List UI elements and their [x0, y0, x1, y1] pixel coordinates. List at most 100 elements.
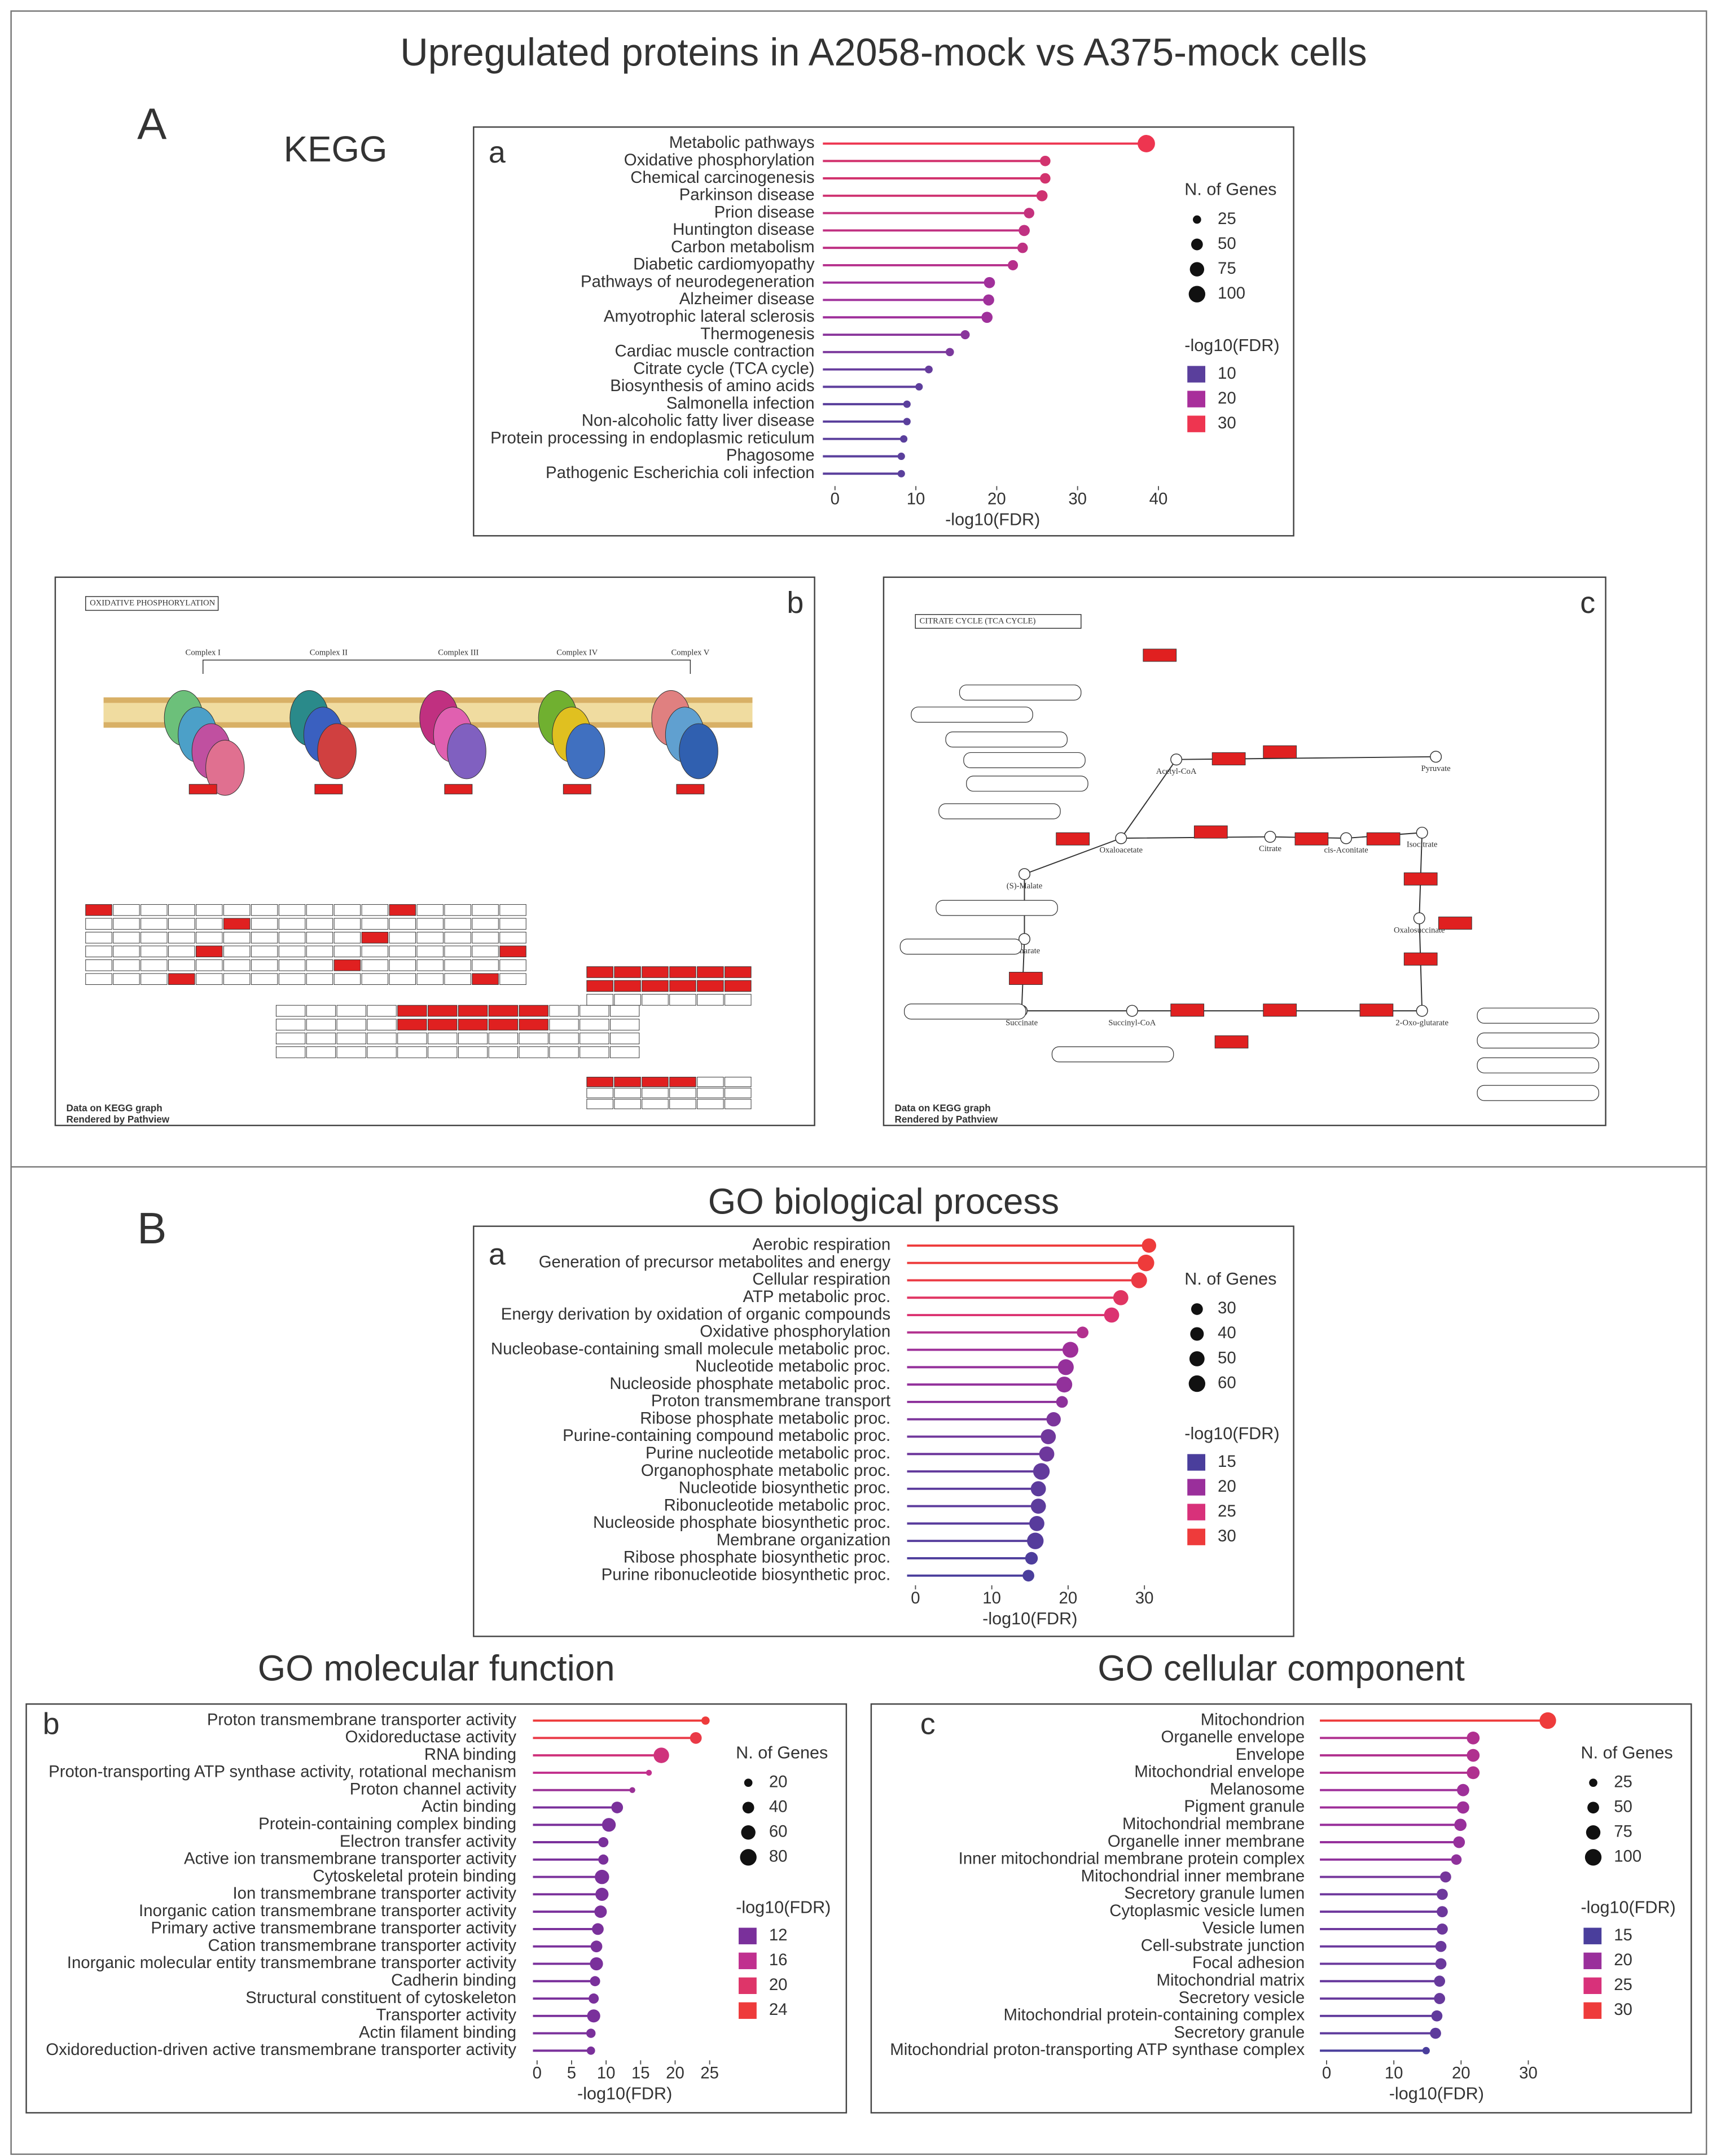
color-legend-swatch: [1583, 1952, 1602, 1969]
enzyme-box: [1214, 1035, 1249, 1049]
lollipop-dot: [983, 294, 994, 306]
lollipop-dot: [1019, 225, 1030, 236]
category-label: Envelope: [1236, 1745, 1305, 1764]
gene-box: [519, 1019, 548, 1031]
gene-box: [168, 973, 195, 985]
lollipop-dot: [1025, 1552, 1038, 1565]
lollipop-dot: [611, 1802, 624, 1813]
lollipop-dot: [981, 312, 993, 323]
gene-box: [85, 918, 112, 930]
size-legend-label: 75: [1218, 259, 1236, 278]
gene-box: [586, 1099, 613, 1110]
category-label: Diabetic cardiomyopathy: [633, 255, 815, 274]
gene-box: [669, 1088, 696, 1098]
size-legend-dot: [1191, 1303, 1203, 1315]
gene-box: [697, 1099, 724, 1110]
gene-box: [361, 932, 389, 944]
enzyme-box: [1056, 832, 1090, 845]
gene-box: [168, 945, 195, 958]
gene-box: [85, 945, 112, 958]
gene-box: [669, 980, 696, 992]
gene-box: [195, 945, 223, 958]
panel-letter: c: [920, 1707, 936, 1741]
gene-box: [361, 945, 389, 958]
gene-box: [113, 918, 140, 930]
gene-box: [113, 904, 140, 916]
lollipop-dot: [1056, 1396, 1068, 1408]
protein-subunit: [317, 723, 357, 779]
size-legend-dot: [1589, 1778, 1597, 1787]
gene-box: [669, 966, 696, 978]
gene-box: [586, 966, 613, 978]
gene-box: [367, 1046, 397, 1058]
gene-box: [251, 973, 278, 985]
category-label: Mitochondrial envelope: [1134, 1763, 1305, 1781]
lollipop-dot: [945, 348, 954, 357]
compound-label: Succinate: [1006, 1018, 1038, 1027]
lollipop-dot: [586, 2047, 595, 2055]
gene-box: [397, 1032, 427, 1045]
x-axis-label: -log10(FDR): [577, 2084, 672, 2104]
gene-box: [488, 1019, 519, 1031]
category-label: Citrate cycle (TCA cycle): [633, 359, 814, 378]
category-label: Cytoskeletal protein binding: [313, 1866, 516, 1885]
category-label: Proton channel activity: [350, 1780, 517, 1798]
size-legend-dot: [1188, 1375, 1206, 1392]
lollipop-dot: [1029, 1515, 1044, 1531]
x-tick-label: 20: [1059, 1589, 1078, 1607]
figure-title: Upregulated proteins in A2058-mock vs A3…: [400, 30, 1367, 74]
category-label: Organophosphate metabolic proc.: [641, 1461, 890, 1480]
gene-box: [141, 973, 168, 985]
gene-box: [499, 904, 526, 916]
color-legend-title: -log10(FDR): [1581, 1898, 1676, 1917]
lollipop-dot: [897, 452, 905, 461]
gene-box: [614, 994, 641, 1006]
gene-box: [428, 1005, 458, 1017]
gene-box: [697, 994, 724, 1006]
map-link-box: [1477, 1057, 1599, 1073]
lollipop-dot: [586, 2028, 596, 2038]
gene-box: [642, 980, 669, 992]
gene-box: [697, 1076, 724, 1088]
gene-box: [223, 932, 251, 944]
size-legend-dot: [744, 1778, 753, 1787]
lollipop-dot: [1046, 1412, 1061, 1427]
gene-box: [113, 932, 140, 944]
lollipop-dot: [1007, 260, 1019, 270]
color-legend-label: 25: [1218, 1502, 1236, 1520]
category-label: Membrane organization: [717, 1531, 890, 1549]
gene-box: [458, 1005, 488, 1017]
gene-box: [614, 966, 641, 978]
gene-box: [725, 966, 752, 978]
map-link-box: [963, 752, 1086, 768]
category-label: Cation transmembrane transporter activit…: [208, 1936, 516, 1955]
complex-label: Complex I: [186, 648, 221, 658]
gene-box: [472, 932, 499, 944]
map-link-box: [911, 707, 1033, 723]
protein-subunit: [205, 739, 245, 796]
color-legend-swatch: [739, 1927, 757, 1944]
compound-node: [1416, 1005, 1428, 1017]
size-legend-dot: [1584, 1849, 1602, 1866]
map-footer: Data on KEGG graph: [66, 1103, 162, 1114]
gene-box: [642, 1076, 669, 1088]
color-legend-swatch: [1187, 1504, 1206, 1520]
gene-box: [444, 932, 471, 944]
gene-box: [488, 1046, 519, 1058]
category-label: Thermogenesis: [700, 325, 814, 343]
gene-box: [416, 945, 444, 958]
category-label: Non-alcoholic fatty liver disease: [582, 411, 815, 430]
figure-border: [10, 10, 1707, 2155]
category-label: Ribose phosphate biosynthetic proc.: [624, 1548, 890, 1567]
gene-box: [389, 904, 416, 916]
map-link-box: [904, 1003, 1026, 1020]
gene-box: [306, 945, 333, 958]
size-legend-dot: [1587, 1802, 1599, 1814]
map-title: CITRATE CYCLE (TCA CYCLE): [920, 616, 1036, 625]
lollipop-dot: [1430, 2027, 1441, 2039]
color-legend-label: 16: [769, 1951, 788, 1969]
gene-box: [472, 904, 499, 916]
category-label: Cell-substrate junction: [1141, 1936, 1305, 1955]
x-tick-label: 0: [831, 489, 840, 508]
color-legend-swatch: [1583, 1927, 1602, 1944]
